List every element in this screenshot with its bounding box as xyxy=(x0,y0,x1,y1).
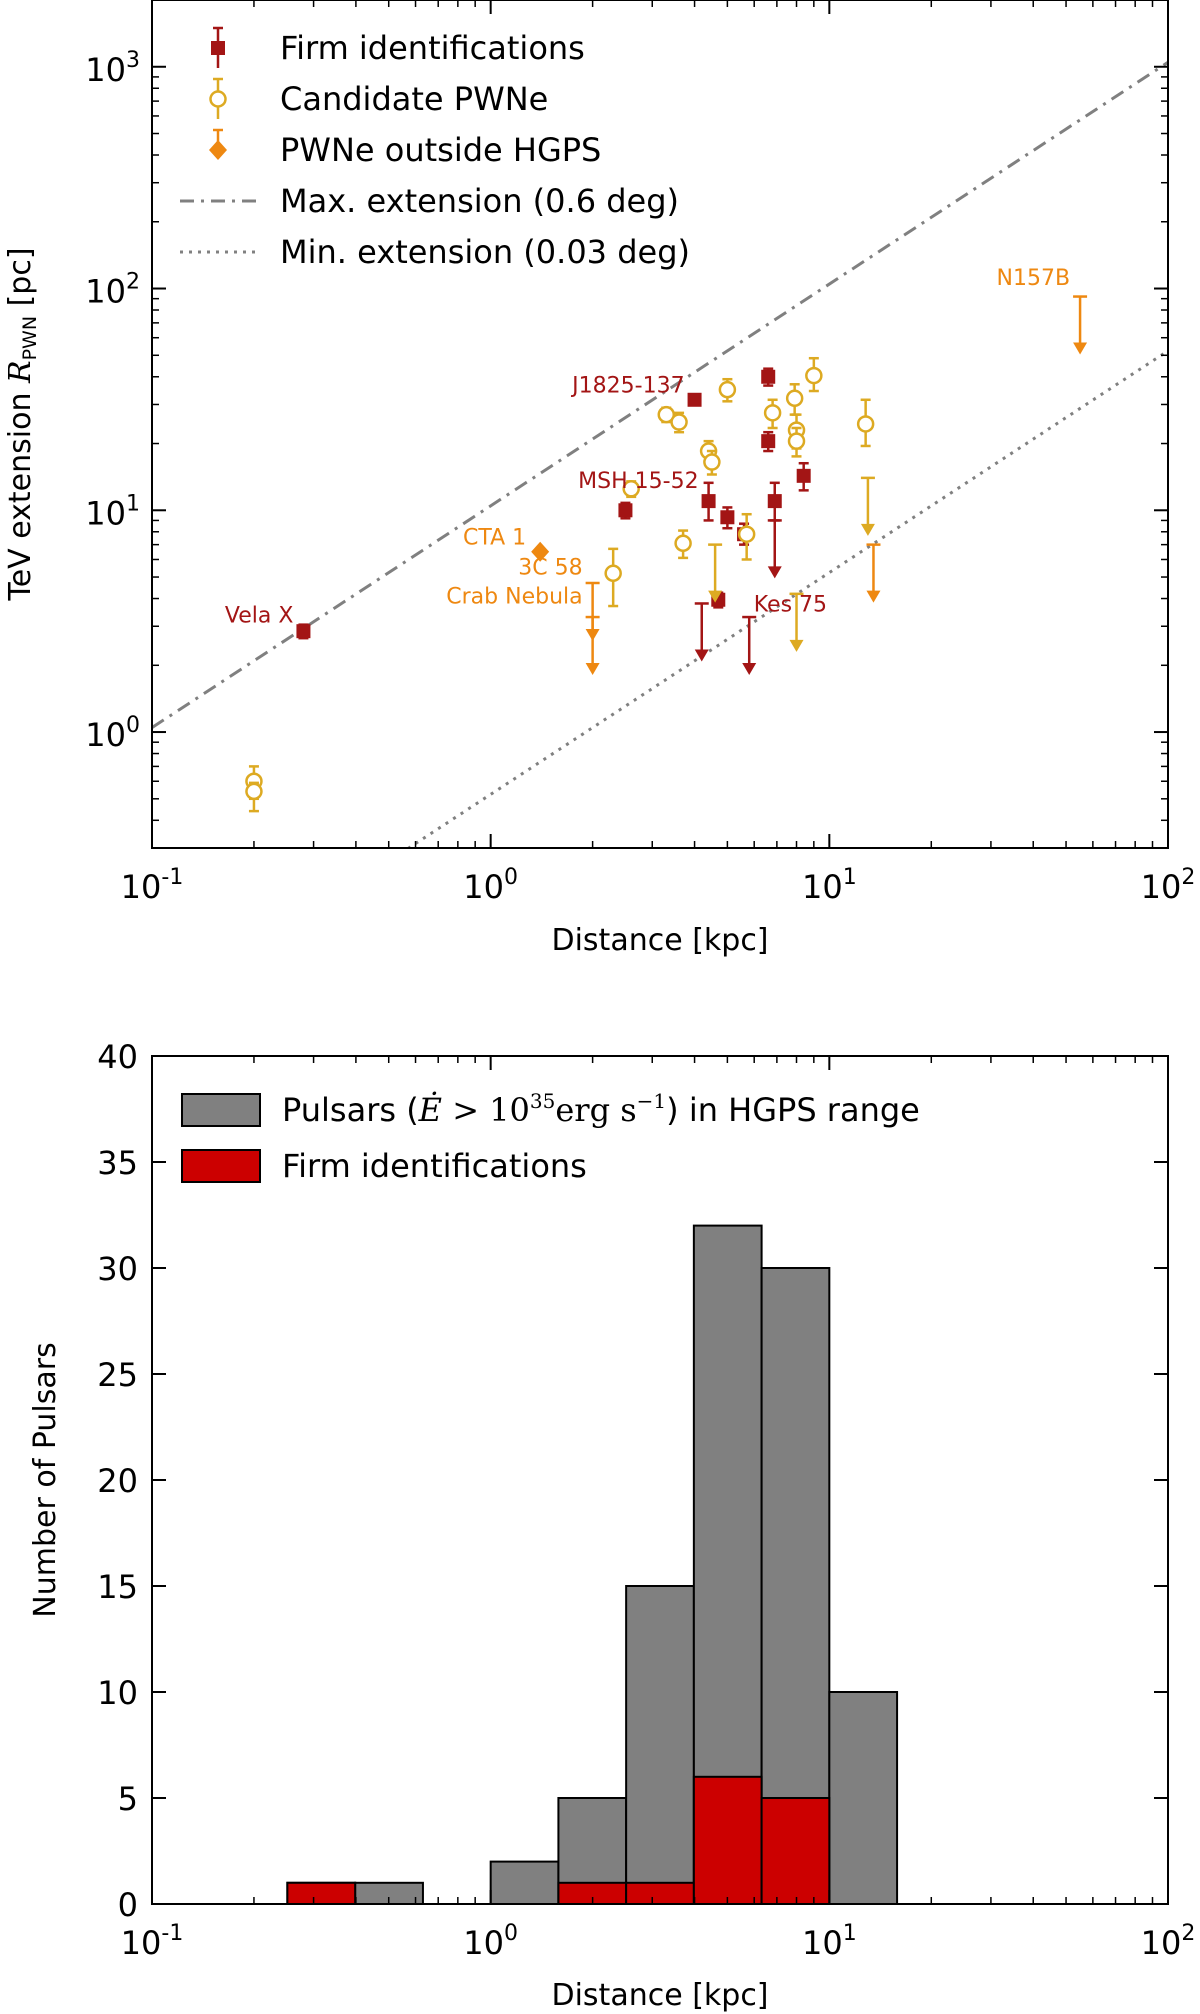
histogram-y-tick-label: 40 xyxy=(97,1038,138,1076)
histogram-bar xyxy=(625,1585,695,1905)
scatter-plot-frame xyxy=(151,0,1169,849)
legend-marker xyxy=(209,140,227,160)
data-point xyxy=(296,624,311,639)
histogram-legend: Pulsars (Ė > 1035erg s−1) in HGPS range F… xyxy=(181,1089,920,1185)
legend-label: Pulsars (Ė > 1035erg s−1) in HGPS range xyxy=(282,1089,920,1129)
upper-limit-arrowhead xyxy=(1073,342,1088,355)
data-point xyxy=(787,432,806,450)
data-point xyxy=(531,541,550,562)
y-axis-label-unit: [pc] xyxy=(3,247,38,315)
data-point xyxy=(245,782,263,801)
annotation-label: Kes 75 xyxy=(754,592,827,617)
histogram-panel: 10-1 100 101 102 0 5 10 15 20 25 30 35 40 Pulsars (Ė… xyxy=(28,1038,1195,2013)
histogram-y-tick-label: 0 xyxy=(118,1886,138,1924)
upper-limit-arrowhead xyxy=(767,566,782,579)
histogram-x-tick-label: 102 xyxy=(1141,1921,1196,1962)
data-point xyxy=(604,564,622,583)
legend-label: Firm identifications xyxy=(282,1147,587,1185)
series-2 xyxy=(531,295,1088,676)
data-point xyxy=(761,434,776,449)
data-point xyxy=(796,468,811,483)
data-point xyxy=(674,534,692,553)
annotation-label: 3C 58 xyxy=(518,555,582,580)
histogram-bar xyxy=(692,1775,763,1906)
upper-limit-arrowhead xyxy=(585,663,600,676)
histogram-y-tick-label: 10 xyxy=(97,1674,138,1712)
histogram-y-tick-label: 30 xyxy=(97,1250,138,1288)
data-point xyxy=(785,389,804,408)
annotation-label: Vela X xyxy=(225,604,294,629)
scatter-panel: Vela X J1825-137 MSH 15-52 Kes 75 CTA 1 3C 58… xyxy=(3,0,1196,958)
annotation-label: MSH 15-52 xyxy=(578,469,698,494)
upper-limit-arrowhead xyxy=(742,663,757,676)
legend-swatch xyxy=(181,1093,261,1127)
histogram-y-tick-label: 25 xyxy=(97,1356,138,1394)
scatter-x-tick-label: 102 xyxy=(1141,865,1196,906)
histogram-x-axis-label: Distance [kpc] xyxy=(551,1978,768,2013)
scatter-x-axis-label: Distance [kpc] xyxy=(551,923,768,958)
annotation-label: CTA 1 xyxy=(463,525,526,550)
histogram-x-tick-label: 10-1 xyxy=(121,1921,184,1962)
scatter-y-tick-label: 103 xyxy=(85,48,140,89)
legend-swatch xyxy=(181,1149,261,1183)
series-1 xyxy=(245,356,875,813)
annotation-label: Crab Nebula xyxy=(446,585,582,610)
legend-label: Max. extension (0.6 deg) xyxy=(280,182,679,220)
scatter-x-tick-label: 10-1 xyxy=(121,865,184,906)
histogram-bar xyxy=(286,1881,357,1906)
scatter-legend: Firm identifications Candidate PWNe PWNe o… xyxy=(180,26,690,271)
data-point xyxy=(761,369,776,384)
legend-marker xyxy=(209,90,227,108)
data-point xyxy=(687,392,702,407)
upper-limit-arrowhead xyxy=(860,523,875,536)
scatter-y-tick-label: 100 xyxy=(85,713,140,754)
data-point xyxy=(701,494,716,509)
histogram-bar xyxy=(828,1691,899,1905)
histogram-bar xyxy=(489,1860,560,1905)
data-point xyxy=(622,480,640,498)
y-axis-label-subscript: PWN xyxy=(19,316,41,360)
data-point xyxy=(618,503,633,518)
histogram-bar xyxy=(760,1797,831,1905)
data-point xyxy=(856,415,875,433)
series-0 xyxy=(296,367,811,676)
upper-limit-arrowhead xyxy=(789,639,804,652)
legend-label: Firm identifications xyxy=(280,29,585,67)
annotation-label: N157B xyxy=(997,266,1071,291)
legend-label: Candidate PWNe xyxy=(280,80,548,118)
y-axis-label-main: TeV extension xyxy=(3,383,38,602)
data-point xyxy=(718,380,737,399)
data-point xyxy=(737,525,756,543)
data-point xyxy=(720,510,735,525)
histogram-bar xyxy=(625,1881,695,1906)
histogram-y-tick-label: 5 xyxy=(118,1780,138,1818)
data-point xyxy=(703,453,721,471)
upper-limit-arrowhead xyxy=(866,590,881,603)
data-point xyxy=(805,366,823,385)
data-point xyxy=(657,405,676,424)
upper-limit-arrowhead xyxy=(708,590,723,603)
scatter-x-tick-label: 101 xyxy=(802,865,857,906)
histogram-y-axis-label: Number of Pulsars xyxy=(28,1342,63,1617)
scatter-y-axis-label: TeV extension RPWN [pc] xyxy=(3,247,41,601)
histogram-y-tick-label: 20 xyxy=(97,1462,138,1500)
data-point xyxy=(763,404,782,422)
legend-label: Min. extension (0.03 deg) xyxy=(280,233,690,271)
data-point xyxy=(670,413,688,431)
min-extension-line xyxy=(406,349,1168,848)
scatter-x-tick-label: 100 xyxy=(463,865,518,906)
legend-marker xyxy=(211,41,225,55)
histogram-x-tick-label: 100 xyxy=(463,1921,518,1962)
upper-limit-arrowhead xyxy=(694,649,709,662)
y-axis-label-symbol: R xyxy=(3,360,38,384)
annotation-label: J1825-137 xyxy=(570,373,684,398)
scatter-y-tick-label: 101 xyxy=(85,491,140,532)
histogram-y-tick-label: 35 xyxy=(97,1144,138,1182)
histogram-x-tick-label: 101 xyxy=(802,1921,857,1962)
histogram-y-tick-label: 15 xyxy=(97,1568,138,1606)
scatter-y-tick-label: 102 xyxy=(85,270,140,311)
legend-label: PWNe outside HGPS xyxy=(280,131,601,169)
data-point xyxy=(767,494,782,509)
